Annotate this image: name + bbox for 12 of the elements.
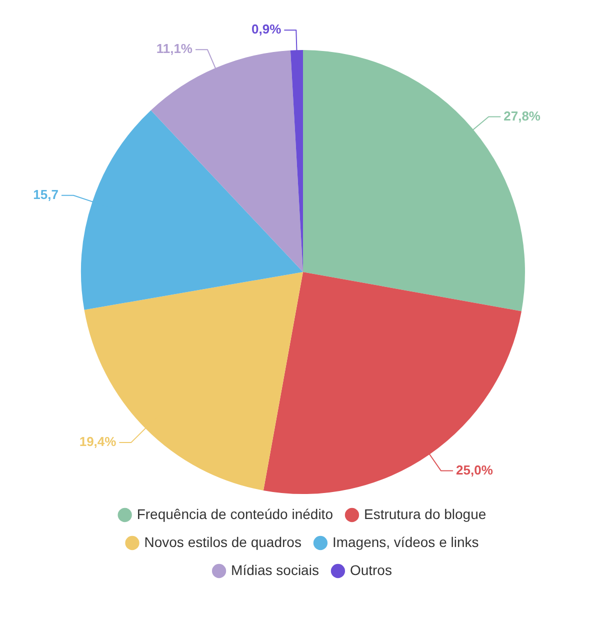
data-label: 27,8%	[504, 108, 541, 124]
data-label: 25,0%	[456, 462, 494, 478]
legend-label: Mídias sociais	[231, 562, 319, 578]
data-label: 15,7	[33, 186, 58, 202]
legend-label: Imagens, vídeos e links	[332, 534, 479, 550]
data-label: 0,9%	[252, 22, 282, 37]
legend-label: Novos estilos de quadros	[144, 534, 302, 550]
legend-label: Estrutura do blogue	[364, 506, 486, 522]
legend-label: Outros	[350, 562, 392, 578]
data-label: 11,1%	[156, 41, 193, 56]
data-label: 19,4%	[79, 434, 117, 450]
legend-label: Frequência de conteúdo inédito	[136, 506, 334, 522]
